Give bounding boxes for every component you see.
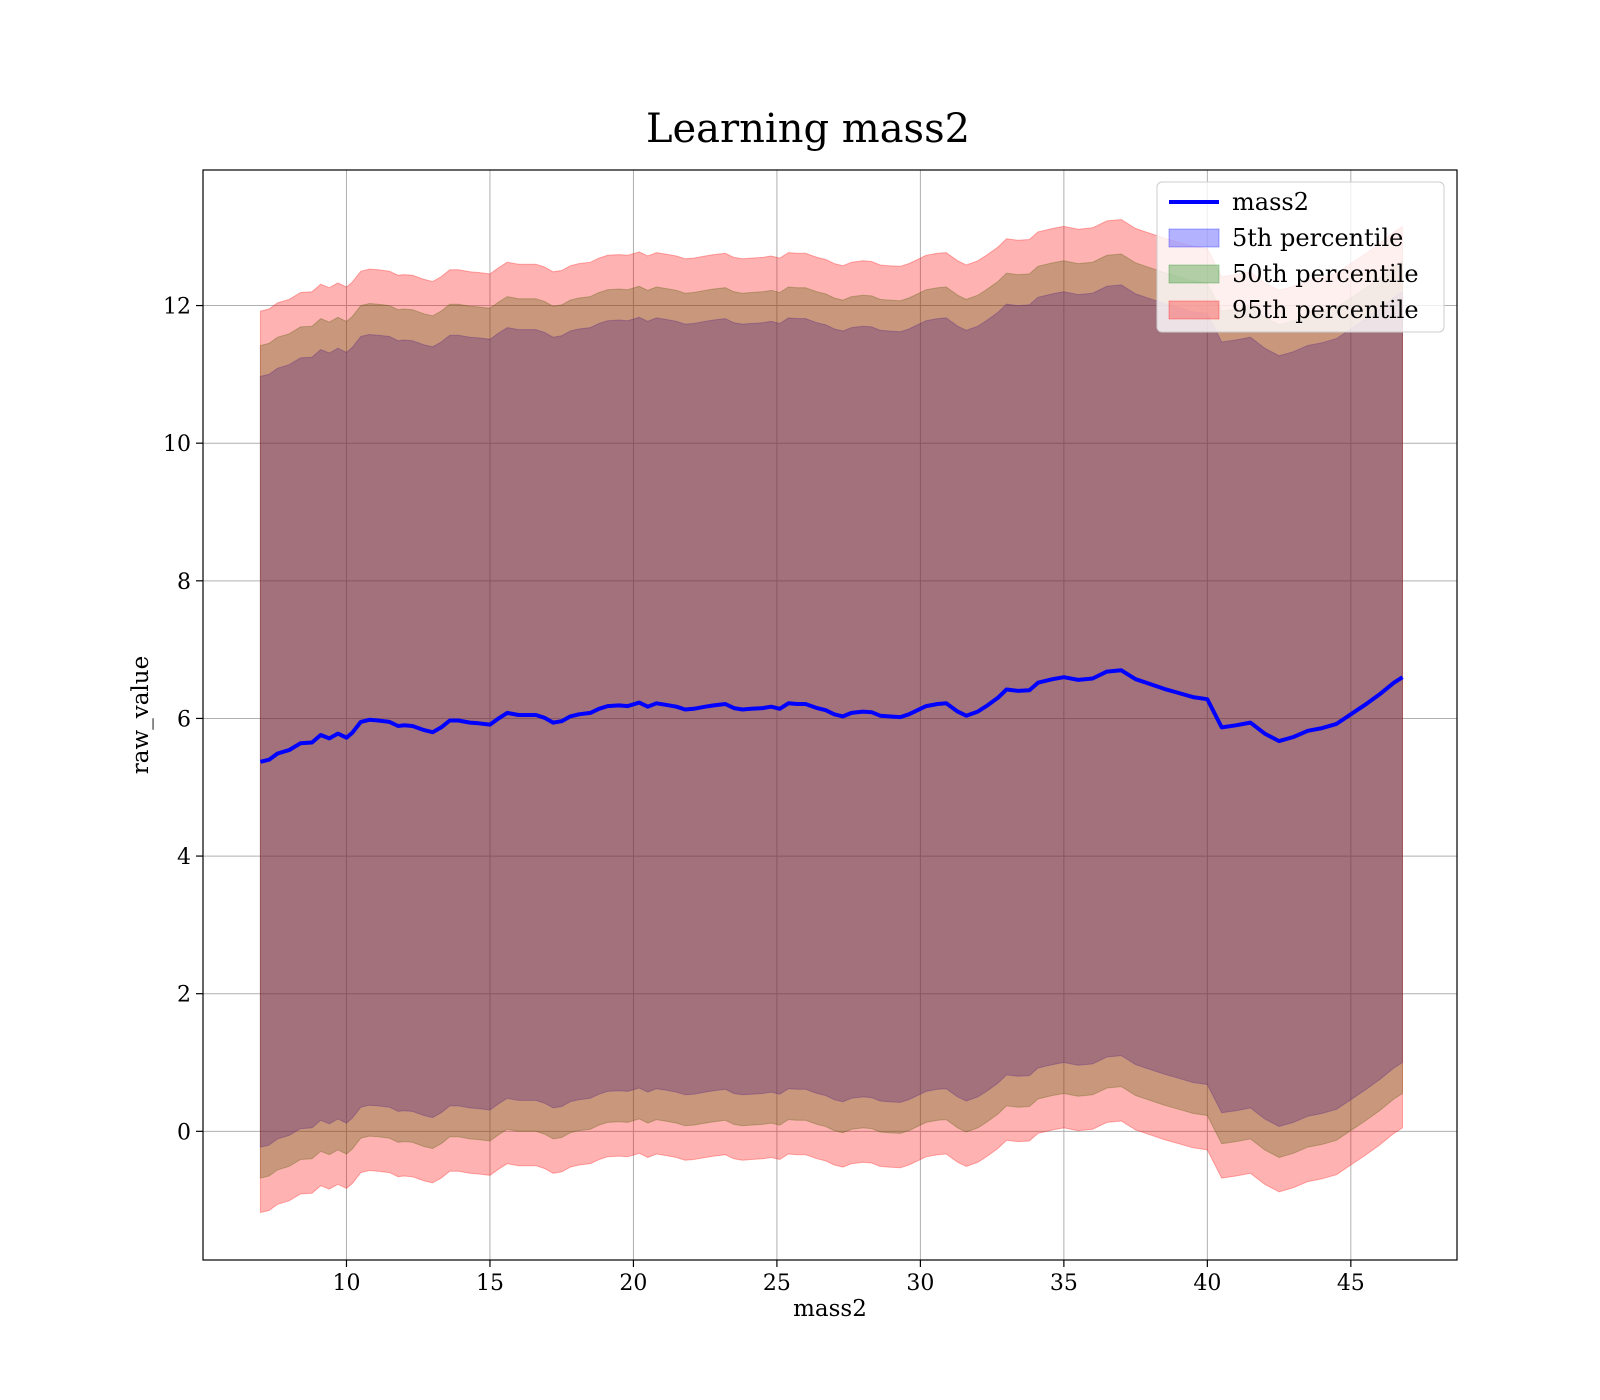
x-tick-label: 30 — [906, 1271, 934, 1296]
y-axis-label: raw_value — [128, 656, 154, 774]
mass2-line — [259, 668, 1404, 764]
legend: mass2 5th percentile 50th percentile 95th p… — [1156, 181, 1445, 333]
legend-box — [1156, 181, 1445, 333]
x-tick-label: 45 — [1337, 1271, 1365, 1296]
percentile-bands — [259, 218, 1403, 1214]
y-tick-label: 6 — [177, 707, 191, 732]
band-95th-percentile — [259, 218, 1403, 1214]
legend-label: mass2 — [1232, 188, 1309, 216]
x-tick-label: 15 — [476, 1271, 504, 1296]
x-tick-label: 40 — [1193, 1271, 1221, 1296]
y-tick-label: 12 — [163, 295, 191, 320]
x-tick-label: 25 — [763, 1271, 791, 1296]
legend-swatch-patch — [1168, 228, 1220, 248]
x-tick-label: 35 — [1050, 1271, 1078, 1296]
y-tick-label: 0 — [177, 1120, 191, 1145]
y-tick-label: 2 — [177, 983, 191, 1008]
chart-title: Learning mass2 — [646, 106, 970, 152]
plot-frame — [202, 169, 1458, 1261]
y-tick-label: 10 — [163, 432, 191, 457]
y-tick-label: 8 — [177, 570, 191, 595]
legend-swatch-patch — [1168, 264, 1220, 284]
band-50th-percentile — [259, 253, 1403, 1179]
legend-label: 50th percentile — [1232, 260, 1419, 288]
x-axis-ticks: 10 15 20 25 30 35 40 45 — [332, 1260, 1365, 1296]
legend-label: 5th percentile — [1232, 224, 1403, 252]
band-5th-percentile — [259, 284, 1403, 1148]
x-axis-label: mass2 — [793, 1296, 867, 1322]
legend-swatch-patch — [1168, 300, 1220, 320]
y-tick-label: 4 — [177, 845, 191, 870]
legend-label: 95th percentile — [1232, 296, 1419, 324]
x-tick-label: 20 — [619, 1271, 647, 1296]
mass2-line-layer — [259, 668, 1404, 764]
y-axis-ticks: 0 2 4 6 8 10 12 — [163, 295, 203, 1145]
grid — [203, 170, 1457, 1260]
x-tick-label: 10 — [332, 1271, 360, 1296]
